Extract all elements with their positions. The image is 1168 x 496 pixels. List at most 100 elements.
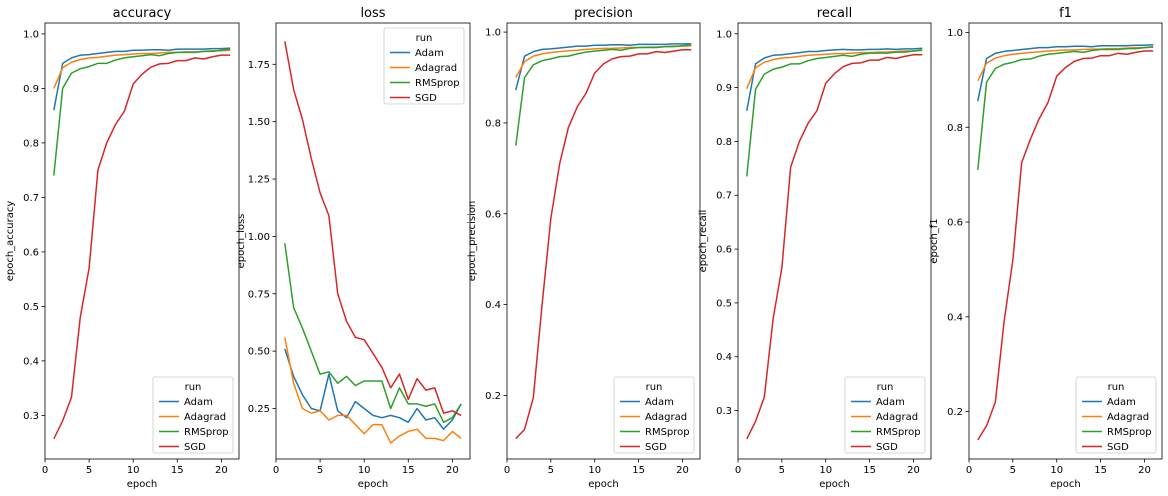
legend: run Adam Adagrad RMSprop SGD <box>844 376 926 454</box>
legend-label: SGD <box>876 442 898 453</box>
axes-frame <box>275 22 471 460</box>
series-line-Adam <box>977 44 1154 102</box>
legend-label: Adagrad <box>645 412 687 423</box>
chart-panel-recall: recall 0 5 10 15 20 0.3 0.4 0.5 0.6 0.7 0.8 0.9 1.0 ep… <box>698 6 932 490</box>
y-tick-label: 0.5 <box>23 302 39 313</box>
y-tick-label: 0.8 <box>947 123 963 134</box>
legend-label: RMSprop <box>876 427 921 438</box>
legend: run Adam Adagrad RMSprop SGD <box>383 27 465 105</box>
x-tick-label: 10 <box>358 465 371 476</box>
legend-box <box>383 27 465 105</box>
legend-label: Adam <box>184 397 213 408</box>
x-tick-label: 10 <box>127 465 140 476</box>
chart-title: precision <box>574 6 633 21</box>
x-tick-label: 10 <box>819 465 832 476</box>
legend-label: Adagrad <box>415 63 457 74</box>
chart-title: recall <box>817 6 852 21</box>
legend: run Adam Adagrad RMSprop SGD <box>1075 376 1157 454</box>
x-axis-label: epoch <box>127 479 157 490</box>
x-tick-label: 5 <box>779 465 785 476</box>
y-tick-label: 0.9 <box>23 84 39 95</box>
x-tick-label: 20 <box>907 465 920 476</box>
y-tick-label: 0.8 <box>485 118 501 129</box>
series-line-SGD <box>284 41 462 417</box>
chart-panel-accuracy: accuracy 0 5 10 15 20 0.3 0.4 0.5 0.6 0.7 0.8 0.9 1.0… <box>5 6 240 490</box>
y-tick-label: 1.50 <box>248 117 270 128</box>
y-tick-label: 0.3 <box>23 411 39 422</box>
legend-label: Adagrad <box>876 412 918 423</box>
y-tick-label: 1.0 <box>485 28 501 39</box>
chart-panel-f1: f1 0 5 10 15 20 0.2 0.4 0.6 0.8 1.0 epoch epoch_f1ru… <box>929 6 1163 490</box>
series-line-Adam <box>53 47 231 111</box>
y-tick-label: 0.6 <box>485 209 501 220</box>
x-axis-label: epoch <box>819 479 849 490</box>
series-line-SGD <box>53 54 231 440</box>
legend-title: run <box>1108 382 1125 393</box>
x-tick-label: 15 <box>863 465 876 476</box>
legend-box <box>844 376 926 454</box>
x-tick-label: 10 <box>588 465 601 476</box>
y-axis-label: epoch_precision <box>467 201 478 282</box>
series-line-SGD <box>515 49 692 440</box>
legend-label: SGD <box>415 93 437 104</box>
legend-label: RMSprop <box>415 78 460 89</box>
x-tick-label: 5 <box>548 465 554 476</box>
y-tick-label: 0.4 <box>23 356 39 367</box>
y-tick-label: 0.4 <box>485 300 501 311</box>
series-line-Adam <box>515 43 692 91</box>
series-line-SGD <box>746 54 923 440</box>
legend-label: RMSprop <box>184 427 229 438</box>
x-tick-label: 10 <box>1050 465 1063 476</box>
x-tick-label: 0 <box>966 465 972 476</box>
x-axis-label: epoch <box>1050 479 1080 490</box>
y-tick-label: 1.0 <box>716 29 732 40</box>
legend-label: RMSprop <box>1107 427 1152 438</box>
y-tick-label: 0.4 <box>947 312 963 323</box>
y-tick-label: 0.7 <box>716 191 732 202</box>
y-tick-label: 1.0 <box>23 29 39 40</box>
x-tick-label: 0 <box>273 465 279 476</box>
x-tick-label: 5 <box>317 465 323 476</box>
chart-title: f1 <box>1059 6 1072 21</box>
axes-frame <box>737 22 932 460</box>
axes-frame <box>968 22 1163 460</box>
series-line-Adam <box>746 47 923 111</box>
x-axis-label: epoch <box>588 479 618 490</box>
y-tick-label: 0.25 <box>248 404 270 415</box>
y-tick-label: 0.6 <box>947 218 963 229</box>
x-tick-label: 15 <box>402 465 415 476</box>
series-line-RMSprop <box>515 44 692 146</box>
x-tick-label: 20 <box>1138 465 1151 476</box>
series-line-Adagrad <box>284 337 462 444</box>
y-tick-label: 1.00 <box>248 232 270 243</box>
x-axis-label: epoch <box>358 479 388 490</box>
chart-title: accuracy <box>113 6 172 21</box>
legend: run Adam Adagrad RMSprop SGD <box>613 376 695 454</box>
legend-label: SGD <box>645 442 667 453</box>
legend-box <box>152 376 234 454</box>
legend-label: SGD <box>1107 442 1129 453</box>
y-tick-label: 1.0 <box>947 28 963 39</box>
y-tick-label: 0.2 <box>485 391 501 402</box>
legend-title: run <box>185 382 202 393</box>
chart-title: loss <box>360 6 385 21</box>
y-tick-label: 0.4 <box>716 352 732 363</box>
y-tick-label: 0.3 <box>716 406 732 417</box>
legend-title: run <box>877 382 894 393</box>
series-line-Adam <box>284 348 462 430</box>
x-tick-label: 15 <box>1094 465 1107 476</box>
y-axis-label: epoch_f1 <box>929 218 940 263</box>
legend-label: Adagrad <box>184 412 226 423</box>
legend-title: run <box>416 33 433 44</box>
x-tick-label: 15 <box>632 465 645 476</box>
y-tick-label: 1.25 <box>248 175 270 186</box>
legend-title: run <box>646 382 663 393</box>
x-tick-label: 5 <box>1010 465 1016 476</box>
series-line-RMSprop <box>53 48 231 176</box>
chart-panel-loss: loss 0 5 10 15 20 0.25 0.50 0.75 1.00 1.25 1.50 1.75… <box>236 6 471 490</box>
y-tick-label: 0.5 <box>716 298 732 309</box>
y-tick-label: 0.7 <box>23 193 39 204</box>
legend-box <box>1075 376 1157 454</box>
legend-label: Adam <box>645 397 674 408</box>
